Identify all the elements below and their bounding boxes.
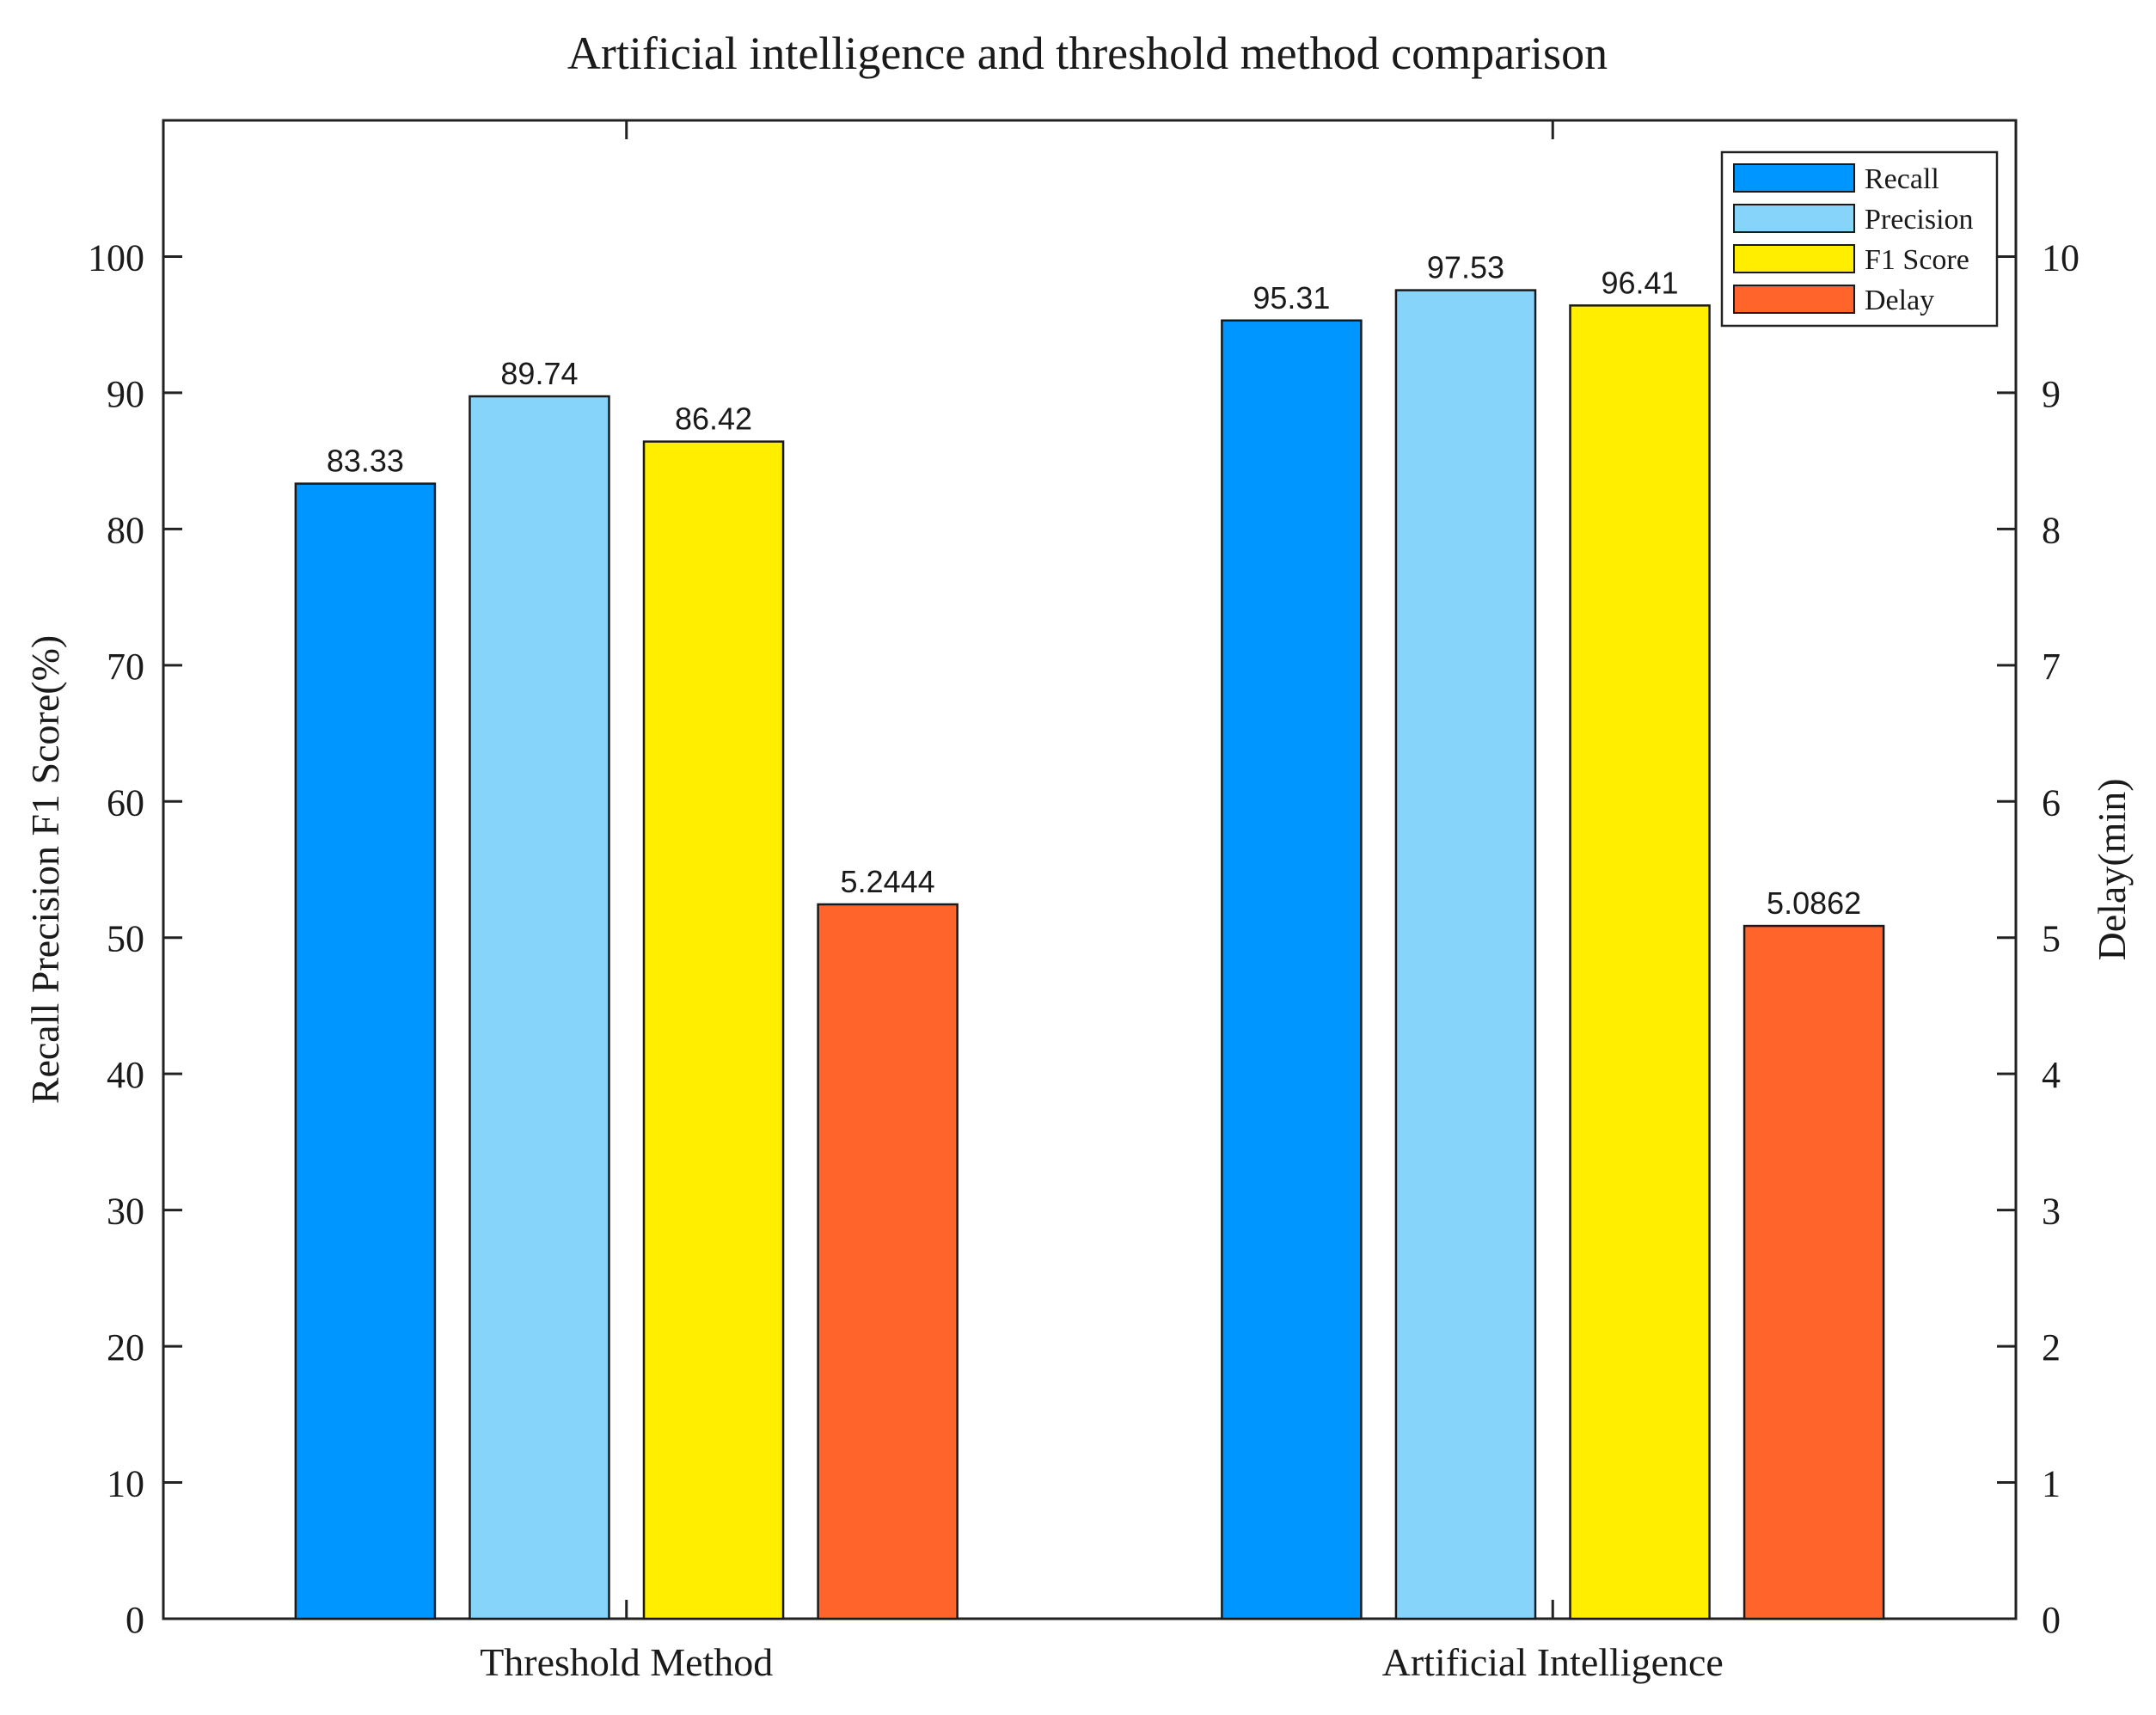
bar-delay bbox=[817, 903, 959, 1620]
legend-swatch-delay bbox=[1733, 285, 1855, 314]
bar-delay bbox=[1743, 924, 1885, 1620]
y-tick-label: 20 bbox=[107, 1326, 144, 1369]
y2-tick-label: 1 bbox=[2042, 1463, 2061, 1505]
plot-area: 0 10 20 30 40 50 60 70 80 90 100 0 1 2 3 4 5 6 7 8 9 10 Thresh… bbox=[23, 119, 2134, 1684]
x-category-label: Threshold Method bbox=[480, 1640, 773, 1684]
y2-tick-label: 7 bbox=[2042, 646, 2061, 688]
data-label: 96.41 bbox=[1601, 265, 1678, 300]
legend-label: Precision bbox=[1865, 204, 1974, 236]
bar-recall bbox=[1221, 319, 1363, 1620]
data-label: 5.2444 bbox=[841, 864, 935, 899]
y2-tick-label: 9 bbox=[2042, 373, 2061, 415]
y-axis-label: Recall Precision F1 Score(%) bbox=[23, 635, 67, 1104]
y2-tick-label: 10 bbox=[2042, 236, 2079, 279]
y2-tick-label: 2 bbox=[2042, 1326, 2061, 1369]
data-label: 5.0862 bbox=[1767, 885, 1861, 921]
plot-frame bbox=[162, 119, 2018, 1620]
data-label: 95.31 bbox=[1253, 280, 1330, 315]
data-label: 86.42 bbox=[675, 401, 752, 437]
y2-tick-label: 4 bbox=[2042, 1054, 2061, 1096]
bar-f1-score bbox=[1569, 304, 1711, 1620]
y-tick-label: 90 bbox=[107, 373, 144, 415]
y2-tick-label: 8 bbox=[2042, 509, 2061, 551]
y-tick-label: 10 bbox=[107, 1463, 144, 1505]
data-label: 83.33 bbox=[327, 444, 404, 479]
y-tick-label: 40 bbox=[107, 1054, 144, 1096]
y-tick-label: 70 bbox=[107, 646, 144, 688]
y-tick-label: 80 bbox=[107, 509, 144, 551]
y2-tick-label: 0 bbox=[2042, 1599, 2061, 1641]
data-label: 97.53 bbox=[1427, 250, 1504, 285]
bar-f1-score bbox=[642, 440, 785, 1620]
legend-label: Recall bbox=[1865, 163, 1939, 195]
chart-title: Artificial intelligence and threshold me… bbox=[567, 28, 1608, 79]
data-label: 89.74 bbox=[500, 356, 578, 391]
y2-axis-label: Delay(min) bbox=[2090, 778, 2134, 960]
legend-swatch-recall bbox=[1733, 163, 1855, 193]
y-tick-label: 60 bbox=[107, 781, 144, 824]
legend-label: Delay bbox=[1865, 285, 1934, 316]
y-tick-label: 30 bbox=[107, 1191, 144, 1233]
bar-recall bbox=[294, 482, 437, 1620]
y-tick-label: 0 bbox=[126, 1599, 144, 1641]
y-tick-label: 50 bbox=[107, 918, 144, 960]
legend-swatch-precision bbox=[1733, 204, 1855, 233]
y2-tick-label: 3 bbox=[2042, 1191, 2061, 1233]
bar-precision bbox=[1394, 289, 1537, 1620]
y2-tick-label: 5 bbox=[2042, 918, 2061, 960]
bar-precision bbox=[469, 395, 610, 1620]
legend-swatch-f1-score bbox=[1733, 244, 1855, 273]
legend-label: F1 Score bbox=[1865, 244, 1969, 276]
y2-tick-label: 6 bbox=[2042, 781, 2061, 824]
x-category-label: Artificial Intelligence bbox=[1382, 1640, 1724, 1684]
y-tick-label: 100 bbox=[88, 236, 144, 279]
